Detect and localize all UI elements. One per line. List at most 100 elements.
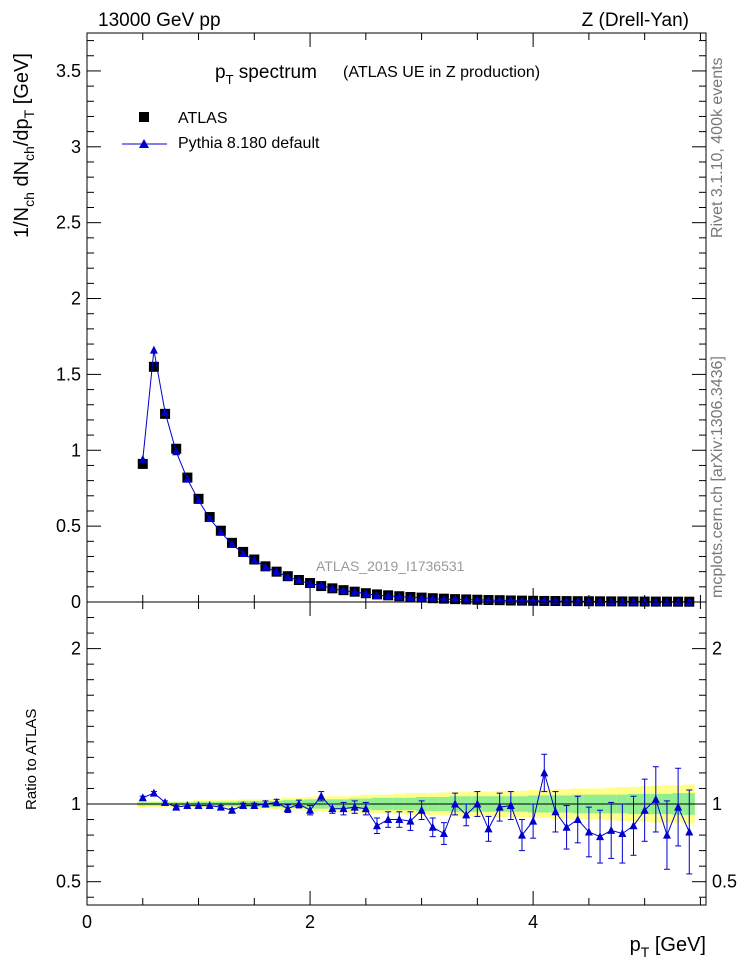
rivet-label: Rivet 3.1.10, 400k events (709, 57, 726, 238)
ratio-point-11 (261, 799, 270, 808)
pythia-point-28 (451, 594, 460, 603)
pythia-point-24 (406, 592, 415, 601)
pythia-point-22 (384, 591, 393, 600)
legend-data-marker (139, 112, 149, 122)
pythia-point-45 (640, 597, 649, 606)
plot-title: pT spectrum (215, 62, 317, 87)
ylabel-dp: /dp (11, 118, 33, 146)
y-axis-title: 1/Nch dNch/dpT [GeV] (11, 53, 37, 238)
ratio-point-32 (495, 802, 504, 811)
ratio-point-34 (517, 830, 526, 839)
ratio-tick-label-right-1: 1 (712, 794, 722, 814)
pythia-point-0 (138, 454, 147, 463)
ratio-series-layer (138, 753, 694, 875)
ratio-tick-label-right-2: 2 (712, 639, 722, 659)
pythia-point-48 (674, 597, 683, 606)
header-right: Z (Drell-Yan) (582, 10, 689, 31)
ratio-point-24 (406, 816, 415, 825)
pythia-point-6 (205, 514, 214, 523)
pythia-point-30 (473, 595, 482, 604)
ratio-point-6 (205, 801, 214, 810)
ratio-point-10 (250, 801, 259, 810)
pythia-point-7 (216, 527, 225, 536)
legend: ATLAS Pythia 8.180 default (122, 110, 320, 152)
y-tick-label-0.5: 0.5 (56, 516, 81, 536)
pythia-point-5 (194, 495, 203, 504)
ratio-point-4 (183, 801, 192, 810)
pythia-point-47 (662, 597, 671, 606)
pythia-point-1 (149, 345, 158, 354)
ratio-point-45 (640, 805, 649, 814)
ratio-point-23 (395, 815, 404, 824)
ratio-point-37 (551, 807, 560, 816)
pythia-point-27 (439, 594, 448, 603)
header-left: 13000 GeV pp (98, 10, 221, 31)
xlabel-unit: [GeV] (649, 934, 706, 956)
ratio-point-18 (339, 804, 348, 813)
ylabel-sub-ch2: ch (21, 146, 37, 161)
ratio-point-2 (161, 797, 170, 806)
title-sub: T (226, 72, 234, 87)
pythia-point-2 (161, 407, 170, 416)
ratio-point-42 (607, 825, 616, 834)
pythia-point-19 (350, 587, 359, 596)
analysis-id: ATLAS_2019_I1736531 (316, 558, 465, 574)
ratio-point-41 (596, 832, 605, 841)
y-tick-label-3.5: 3.5 (56, 61, 81, 81)
ratio-tick-labels: 0.5 1 2 0.5 1 2 (56, 639, 737, 892)
ratio-line (142, 770, 690, 838)
ylabel-unit: [GeV] (11, 53, 33, 110)
x-tick-label-0: 0 (82, 912, 92, 932)
ratio-point-30 (473, 799, 482, 808)
ratio-point-40 (584, 827, 593, 836)
atlas-point-0 (137, 458, 148, 469)
ratio-point-35 (529, 816, 538, 825)
main-panel: 0 0.5 1 1.5 2 2.5 3 3.5 pT spectrum (ATL… (11, 32, 707, 612)
pythia-point-40 (584, 596, 593, 605)
ylabel-sub-ch: ch (21, 192, 37, 207)
ratio-y-axis-title: Ratio to ATLAS (23, 709, 40, 810)
ratio-point-0 (138, 793, 147, 802)
pythia-point-37 (551, 596, 560, 605)
ratio-point-44 (629, 821, 638, 830)
pythia-point-9 (239, 548, 248, 557)
pythia-point-23 (395, 592, 404, 601)
pythia-point-13 (283, 572, 292, 581)
legend-mc-label: Pythia 8.180 default (178, 135, 320, 152)
title-rest: spectrum (234, 62, 317, 83)
pythia-point-38 (562, 596, 571, 605)
pythia-point-46 (651, 597, 660, 606)
pythia-point-15 (306, 579, 315, 588)
ratio-point-12 (272, 797, 281, 806)
pythia-point-14 (294, 575, 303, 584)
ratio-point-13 (283, 804, 292, 813)
xlabel-sub: T (641, 944, 650, 960)
pythia-point-17 (328, 584, 337, 593)
y-tick-label-2: 2 (71, 289, 81, 309)
ratio-point-49 (685, 827, 694, 836)
pythia-point-44 (629, 597, 638, 606)
ratio-point-36 (540, 768, 549, 777)
atlas-point-1 (148, 361, 159, 372)
main-tick-labels: 0 0.5 1 1.5 2 2.5 3 3.5 (56, 61, 81, 612)
x-tick-label-2: 2 (305, 912, 315, 932)
ratio-point-46 (651, 794, 660, 803)
pythia-point-29 (462, 595, 471, 604)
ratio-point-14 (294, 799, 303, 808)
ratio-point-19 (350, 802, 359, 811)
ratio-plot-frame (86, 601, 707, 906)
ratio-point-47 (662, 830, 671, 839)
ratio-ticks (86, 602, 706, 905)
pythia-point-12 (272, 567, 281, 576)
ratio-point-25 (417, 805, 426, 814)
legend-mc-marker (139, 139, 149, 148)
ratio-point-33 (506, 801, 515, 810)
ratio-tick-label-right-0.5: 0.5 (712, 872, 737, 892)
x-tick-labels: 0 2 4 (82, 912, 538, 932)
ratio-point-43 (618, 829, 627, 838)
pythia-point-26 (428, 594, 437, 603)
ratio-tick-label-left-1: 1 (71, 794, 81, 814)
pythia-point-41 (596, 596, 605, 605)
ratio-point-17 (328, 804, 337, 813)
